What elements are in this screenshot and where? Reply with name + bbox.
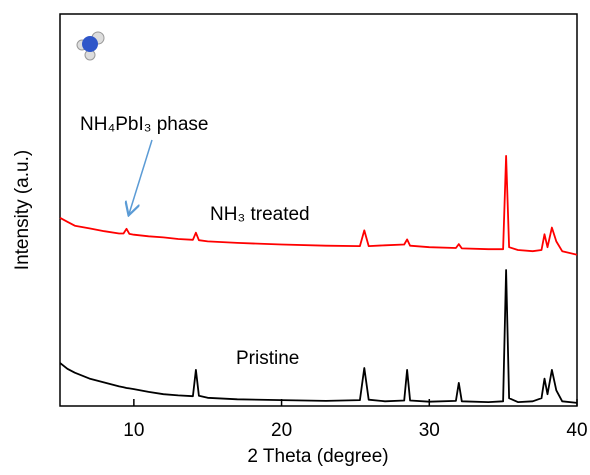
series-label: Pristine: [236, 348, 299, 369]
series-label: NH₃ treated: [210, 204, 310, 225]
molecule-icon: [76, 31, 105, 61]
x-tick-label: 20: [271, 420, 292, 441]
y-axis-label: Intensity (a.u.): [12, 150, 33, 270]
x-axis-label: 2 Theta (degree): [247, 446, 388, 467]
annotation: NH₄PbI₃ phase: [80, 114, 209, 135]
x-tick-label: 30: [419, 420, 440, 441]
x-tick-label: 40: [566, 420, 587, 441]
series-line: [59, 269, 578, 404]
annotation-arrow: [129, 139, 153, 214]
plot-frame: [59, 13, 578, 407]
series-line: [59, 155, 578, 256]
x-tick-label: 10: [123, 420, 144, 441]
